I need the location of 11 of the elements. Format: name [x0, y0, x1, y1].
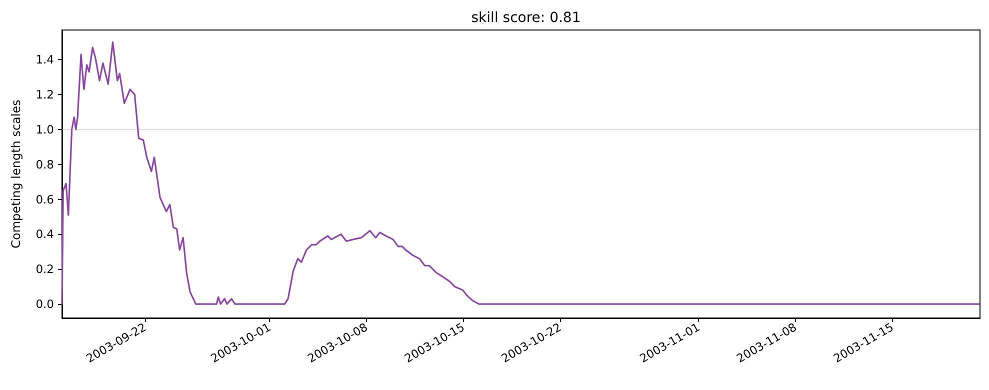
y-tick-label: 0.4 [36, 227, 54, 242]
y-tick-label: 1.2 [36, 88, 54, 102]
chart-title: skill score: 0.81 [471, 10, 581, 26]
y-tick-label: 0.0 [36, 297, 54, 312]
y-axis-title: Competing length scales [9, 100, 23, 248]
y-tick-label: 0.8 [36, 157, 54, 172]
y-tick-label: 0.6 [36, 192, 54, 206]
y-tick-label: 1.0 [36, 122, 54, 136]
y-tick-label: 0.2 [36, 262, 54, 276]
line-series [61, 41, 980, 305]
y-tick-label: 1.4 [36, 52, 54, 67]
